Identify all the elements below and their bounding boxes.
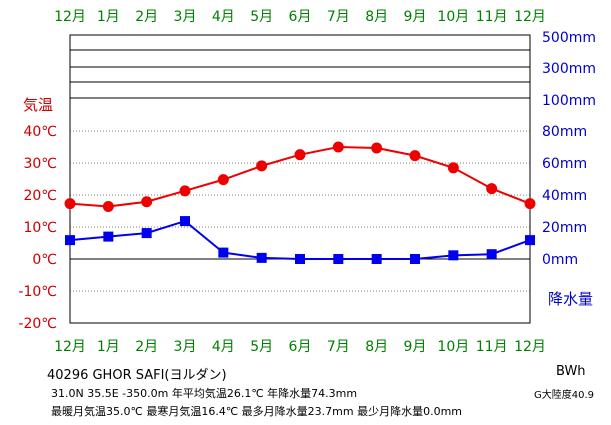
precipitation-point xyxy=(65,235,75,246)
continentality-index: G大陸度40.9 xyxy=(534,390,595,401)
month-label-top: 10月 xyxy=(437,9,469,25)
month-label-bottom: 8月 xyxy=(365,339,388,355)
temperature-point xyxy=(64,198,76,210)
right-tick-label: 100mm xyxy=(542,93,596,109)
temperature-point xyxy=(179,185,191,197)
month-label-top: 6月 xyxy=(289,9,312,25)
precipitation-point xyxy=(256,252,267,263)
month-label-bottom: 12月 xyxy=(54,339,86,355)
left-tick-label: 0℃ xyxy=(32,252,57,268)
chart-grid xyxy=(69,34,531,324)
precipitation-point xyxy=(410,254,420,264)
right-tick-label: 500mm xyxy=(542,30,596,46)
month-label-top: 2月 xyxy=(135,9,158,25)
temperature-point xyxy=(102,201,114,213)
temperature-point xyxy=(332,141,344,153)
right-axis-title: 降水量 xyxy=(548,290,593,308)
month-label-top: 4月 xyxy=(212,9,235,25)
month-label-top: 8月 xyxy=(365,9,388,25)
plot-frame xyxy=(69,34,531,324)
precipitation-point xyxy=(218,247,229,258)
koppen-class: BWh xyxy=(556,364,586,379)
right-tick-label: 300mm xyxy=(542,61,596,77)
month-label-bottom: 11月 xyxy=(476,339,508,355)
left-tick-label: 20℃ xyxy=(23,188,57,204)
right-tick-label: 40mm xyxy=(542,188,587,204)
precipitation-point xyxy=(448,250,459,261)
left-tick-label: 30℃ xyxy=(23,156,57,172)
right-tick-label: 60mm xyxy=(542,156,587,172)
month-label-top: 12月 xyxy=(54,9,86,25)
precipitation-point xyxy=(295,254,305,264)
left-tick-label: 40℃ xyxy=(23,124,57,140)
data-series xyxy=(64,141,536,264)
station-summary-2: 最暖月気温35.0℃ 最寒月気温16.4℃ 最多月降水量23.7mm 最少月降水… xyxy=(51,405,463,418)
left-axis-title: 気温 xyxy=(23,96,53,114)
precipitation-point xyxy=(180,216,190,227)
month-label-top: 7月 xyxy=(327,9,350,25)
month-label-bottom: 9月 xyxy=(404,339,427,355)
temperature-point xyxy=(371,142,383,154)
month-label-bottom: 7月 xyxy=(327,339,350,355)
left-tick-label: 10℃ xyxy=(23,220,57,236)
month-label-top: 9月 xyxy=(404,9,427,25)
month-label-top: 5月 xyxy=(250,9,273,25)
precipitation-point xyxy=(103,231,114,242)
month-label-bottom: 12月 xyxy=(514,339,546,355)
month-label-bottom: 4月 xyxy=(212,339,235,355)
precipitation-point xyxy=(486,249,497,260)
month-label-bottom: 2月 xyxy=(135,339,158,355)
month-label-bottom: 5月 xyxy=(250,339,273,355)
temperature-point xyxy=(294,149,306,161)
station-name: 40296 GHOR SAFI(ヨルダン) xyxy=(47,368,227,383)
left-tick-label: -20℃ xyxy=(18,316,57,332)
month-label-top: 11月 xyxy=(476,9,508,25)
right-tick-label: 20mm xyxy=(542,220,587,236)
month-label-bottom: 1月 xyxy=(97,339,120,355)
temperature-point xyxy=(524,198,536,210)
precipitation-point xyxy=(141,228,152,239)
right-tick-label: 80mm xyxy=(542,124,587,140)
temperature-point xyxy=(217,174,229,186)
temperature-point xyxy=(447,162,459,174)
precipitation-point xyxy=(371,254,382,264)
temperature-point xyxy=(256,160,268,172)
temperature-point xyxy=(141,196,153,208)
month-label-top: 12月 xyxy=(514,9,546,25)
temperature-point xyxy=(409,150,421,162)
temperature-point xyxy=(486,183,498,195)
precipitation-point xyxy=(525,235,535,246)
month-label-bottom: 3月 xyxy=(174,339,197,355)
month-label-top: 3月 xyxy=(174,9,197,25)
station-summary-1: 31.0N 35.5E -350.0m 年平均気温26.1℃ 年降水量74.3m… xyxy=(51,387,358,400)
month-label-top: 1月 xyxy=(97,9,120,25)
month-label-bottom: 10月 xyxy=(437,339,469,355)
right-tick-label: 0mm xyxy=(542,252,578,268)
month-label-bottom: 6月 xyxy=(289,339,312,355)
precipitation-point xyxy=(333,254,344,264)
axis-labels: 12月 12月 1月 1月 2月 2月 3月 3月 4月 4月 5月 5月 6月 6月 7月 7月 8月 8月 9月… xyxy=(18,9,596,355)
left-tick-label: -10℃ xyxy=(18,284,57,300)
